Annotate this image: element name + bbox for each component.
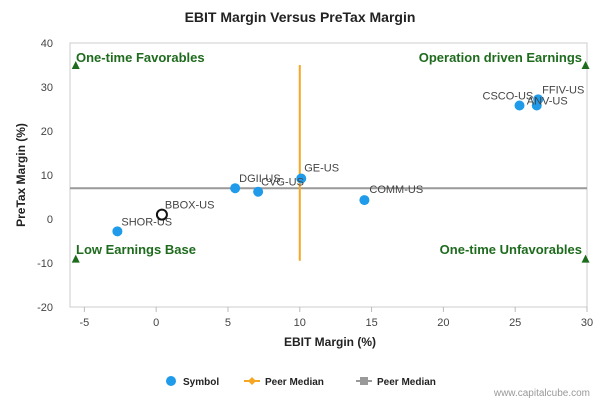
x-axis-title: EBIT Margin (%): [284, 335, 376, 349]
data-point-label: CVG-US: [261, 177, 304, 189]
data-point: [253, 186, 264, 197]
quadrant-top-left: One-time Favorables: [76, 50, 205, 65]
credit-text: www.capitalcube.com: [493, 388, 590, 399]
legend-symbol-label: Symbol: [183, 377, 219, 388]
y-tick-label: 10: [41, 170, 53, 182]
y-axis-title: PreTax Margin (%): [14, 123, 28, 227]
y-tick-label: 30: [41, 82, 53, 94]
quadrant-bottom-left: Low Earnings Base: [76, 242, 196, 257]
legend-peer-median-x-marker: [248, 377, 256, 385]
plot-axes: -5 0 5 10 15 20 25 30 -20 -10 0 10 20 30 40: [37, 38, 593, 329]
x-tick-label: 20: [437, 317, 449, 329]
quadrant-marker-bottom-right: [581, 254, 590, 263]
data-point: [514, 100, 525, 111]
data-point-label: DGII-US: [239, 173, 281, 185]
quadrant-bottom-right: One-time Unfavorables: [440, 242, 582, 257]
y-tick-label: -20: [37, 302, 53, 314]
data-point-label: COMM-US: [369, 184, 423, 196]
data-point: [230, 183, 241, 194]
x-tick-label: 30: [581, 317, 593, 329]
x-tick-label: 25: [509, 317, 521, 329]
highlight-point-label: BBOX-US: [165, 200, 215, 212]
x-tick-label: 0: [153, 317, 159, 329]
legend-peer-median-y-label: Peer Median: [377, 377, 436, 388]
highlight-point: [155, 208, 168, 221]
data-point: [531, 100, 542, 111]
data-point: [112, 226, 123, 237]
y-tick-label: 0: [47, 214, 53, 226]
data-point-label: CSCO-US: [483, 90, 534, 102]
data-point: [296, 173, 307, 184]
legend: Symbol Peer Median Peer Median: [166, 376, 436, 388]
x-tick-label: -5: [79, 317, 89, 329]
legend-peer-median-x-label: Peer Median: [265, 377, 324, 388]
legend-peer-median-y-marker: [360, 377, 368, 385]
quadrant-marker-top-left: [71, 61, 80, 69]
legend-symbol-marker: [166, 376, 176, 386]
data-point: [359, 195, 370, 206]
data-point-label: FFIV-US: [542, 84, 584, 96]
x-tick-label: 10: [294, 317, 306, 329]
y-tick-label: 20: [41, 126, 53, 138]
data-point-label: GE-US: [304, 163, 339, 175]
quadrant-marker-bottom-left: [71, 254, 80, 263]
y-tick-label: -10: [37, 258, 53, 270]
quadrant-marker-top-right: [581, 61, 590, 69]
y-tick-label: 40: [41, 38, 53, 50]
x-tick-label: 15: [365, 317, 377, 329]
quadrant-top-right: Operation driven Earnings: [419, 50, 582, 65]
x-tick-label: 5: [225, 317, 231, 329]
chart-title: EBIT Margin Versus PreTax Margin: [185, 9, 416, 25]
plot-frame: [69, 42, 588, 308]
data-point-label: ANV-US: [527, 95, 568, 107]
